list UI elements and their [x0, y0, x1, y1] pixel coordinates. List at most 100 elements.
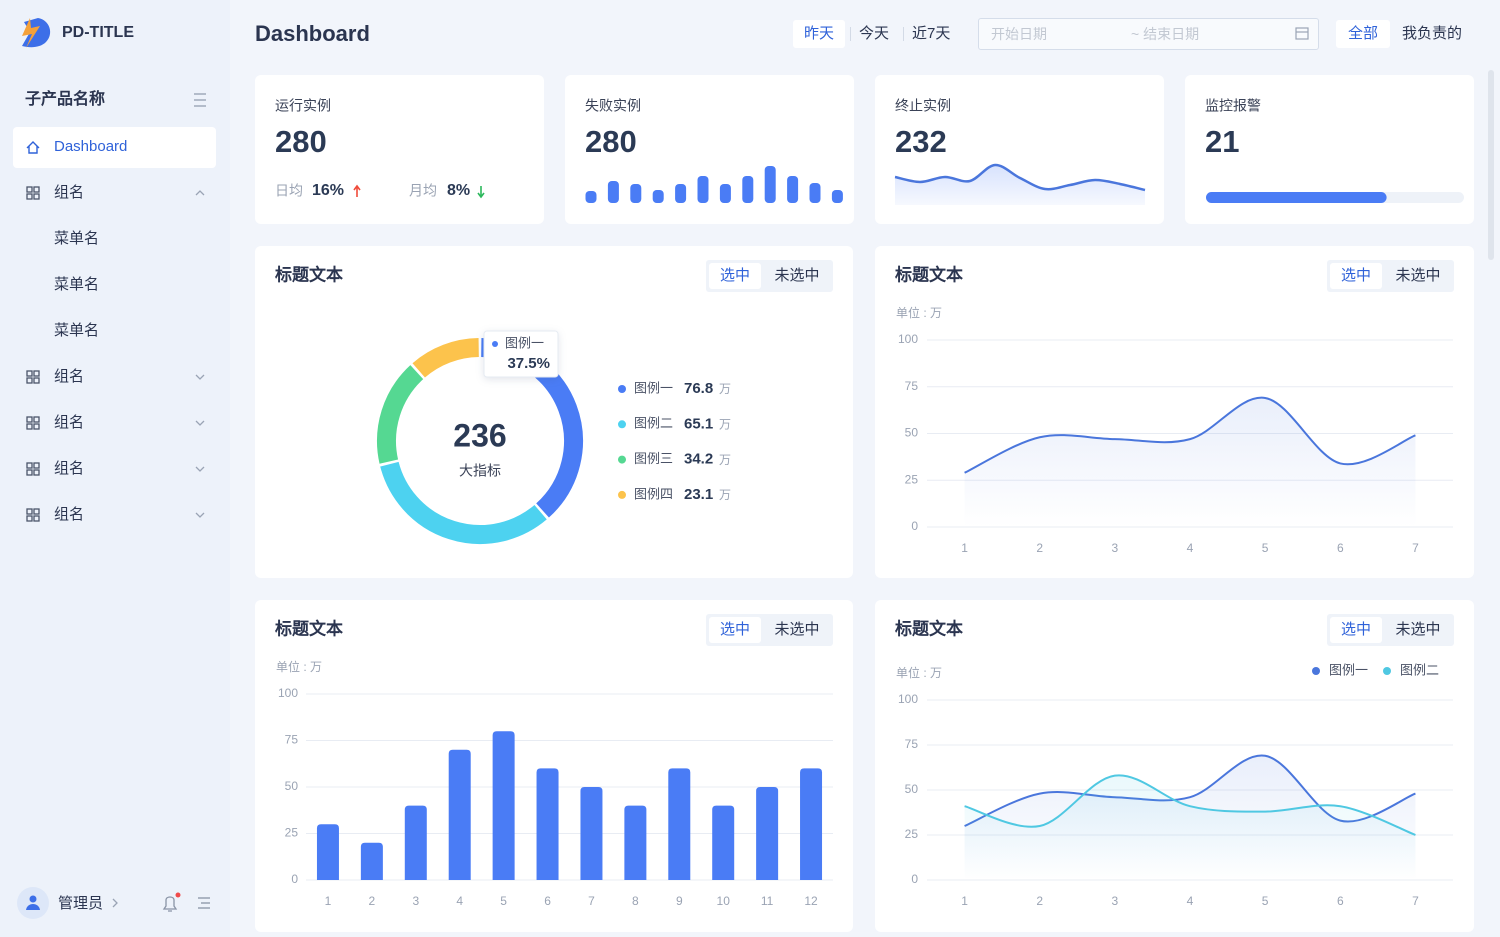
x-tick-label: 1	[325, 894, 332, 908]
legend-label: 图例三	[634, 451, 673, 466]
date-range-input[interactable]: 开始日期 ~ 结束日期	[978, 18, 1319, 50]
x-tick-label: 5	[1262, 541, 1269, 555]
unit-label: 单位 : 万	[276, 659, 322, 674]
nav-item[interactable]: Dashboard	[54, 138, 127, 155]
nav-group[interactable]: 组名	[54, 506, 84, 523]
card	[255, 75, 544, 224]
nav-subitem[interactable]: 菜单名	[54, 230, 99, 247]
mini-bar	[675, 184, 687, 203]
toggle-active	[1330, 617, 1382, 643]
group-icon	[26, 193, 33, 200]
range-button[interactable]: 近7天	[912, 25, 951, 42]
toggle-option[interactable]: 选中	[1341, 621, 1371, 638]
card-title: 标题文本	[275, 618, 343, 638]
legend-value: 23.1	[684, 486, 713, 503]
y-tick-label: 100	[898, 332, 918, 346]
legend-dot	[618, 490, 626, 499]
toggle-option[interactable]: 未选中	[1395, 621, 1440, 638]
avatar	[17, 887, 49, 919]
nav-group[interactable]: 组名	[54, 414, 84, 431]
y-tick-label: 25	[285, 826, 299, 840]
line	[964, 396, 1416, 474]
nav-subitem[interactable]: 菜单名	[54, 276, 99, 293]
y-tick-label: 50	[905, 426, 919, 440]
scrollbar	[1488, 70, 1494, 260]
home-icon	[26, 141, 40, 154]
toggle-option[interactable]: 选中	[1341, 267, 1371, 284]
chevron	[195, 374, 205, 380]
tooltip	[483, 330, 559, 378]
toggle-option[interactable]: 未选中	[774, 621, 819, 638]
x-tick-label: 10	[717, 894, 731, 908]
logo-accent	[22, 18, 40, 48]
stat-label: 终止实例	[895, 98, 951, 114]
bar	[492, 731, 515, 880]
y-tick-label: 75	[905, 737, 919, 751]
bar	[404, 805, 427, 880]
x-tick-label: 1	[961, 541, 968, 555]
donut-center-label: 大指标	[459, 463, 501, 479]
group-icon	[33, 469, 40, 476]
y-tick-label: 0	[291, 872, 298, 886]
x-tick-label: 6	[544, 894, 551, 908]
bar	[360, 842, 383, 880]
donut-segment	[380, 461, 547, 544]
toggle-option[interactable]: 未选中	[1395, 267, 1440, 284]
toggle-option[interactable]: 选中	[720, 267, 750, 284]
chevron	[112, 898, 118, 908]
avatar-head	[29, 895, 37, 903]
legend-dot	[618, 455, 626, 464]
donut-segment	[377, 365, 424, 464]
legend-label: 图例二	[1400, 662, 1439, 677]
mini-bar	[697, 176, 709, 203]
legend-label: 图例一	[1329, 662, 1368, 677]
group-icon	[33, 370, 40, 377]
x-tick-label: 4	[1187, 541, 1194, 555]
nav-group[interactable]: 组名	[54, 184, 84, 201]
card-content: 运行实例 280 日均 16% 月均 8%	[275, 98, 485, 199]
sparkline	[894, 163, 1146, 192]
mini-bar	[719, 184, 731, 203]
nav-subitem[interactable]: 菜单名	[54, 322, 99, 339]
x-tick-label: 12	[804, 894, 818, 908]
toggle-option[interactable]: 选中	[720, 621, 750, 638]
range-button[interactable]: 昨天	[793, 20, 846, 48]
x-tick-label: 7	[588, 894, 595, 908]
range-button[interactable]: 今天	[859, 25, 890, 42]
stat-value: 232	[895, 124, 947, 159]
mini-bar	[764, 166, 776, 203]
legend-label: 图例四	[634, 486, 673, 501]
chevron	[195, 466, 205, 472]
legend-label: 图例一	[634, 380, 673, 395]
y-tick-label: 25	[905, 472, 919, 486]
calendar-icon	[1295, 27, 1309, 40]
line	[964, 774, 1416, 836]
chevron	[195, 190, 205, 196]
x-tick-label: 4	[1187, 894, 1194, 908]
group-icon	[26, 370, 33, 377]
line-area	[964, 397, 1416, 527]
x-tick-label: 1	[961, 894, 968, 908]
bar	[800, 768, 823, 880]
bar	[756, 787, 779, 880]
legend-unit: 万	[719, 382, 731, 396]
line-area	[964, 775, 1416, 880]
toggle-option[interactable]: 未选中	[774, 267, 819, 284]
scope-button[interactable]: 全部	[1336, 20, 1391, 48]
stat-label: 运行实例	[275, 98, 331, 114]
group-icon	[33, 193, 40, 200]
y-tick-label: 25	[905, 827, 919, 841]
group-icon	[26, 423, 33, 430]
nav-group[interactable]: 组名	[54, 368, 84, 385]
nav-group[interactable]: 组名	[54, 460, 84, 477]
avatar-body	[26, 904, 40, 910]
card-title: 标题文本	[895, 264, 963, 284]
stat-sub-value: 16%	[312, 182, 344, 199]
donut-segment	[412, 338, 480, 378]
group-icon	[33, 377, 40, 384]
scope-button[interactable]: 我负责的	[1402, 25, 1463, 42]
user-name[interactable]: 管理员	[58, 895, 103, 912]
